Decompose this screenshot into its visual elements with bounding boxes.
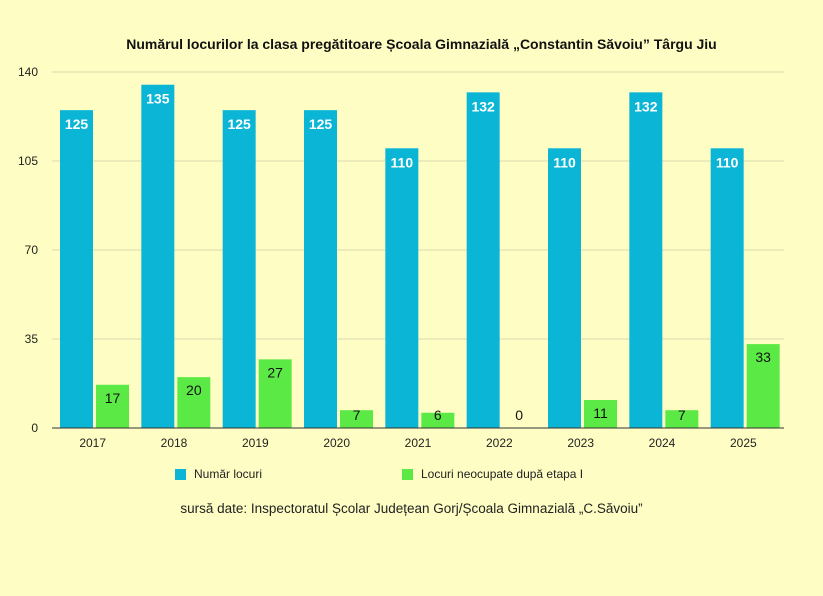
legend-item-series-1: Număr locuri [175, 467, 262, 481]
x-tick-label: 2023 [567, 436, 594, 450]
data-label: 17 [105, 390, 121, 406]
x-tick-label: 2019 [242, 436, 269, 450]
bar-series-1 [141, 84, 175, 428]
bar-series-2 [177, 377, 211, 428]
x-tick-label: 2020 [323, 436, 350, 450]
chart-title: Numărul locurilor la clasa pregătitoare … [126, 36, 717, 52]
x-tick-label: 2022 [486, 436, 513, 450]
data-label: 125 [227, 116, 251, 132]
bar-series-1 [629, 92, 663, 428]
bar-series-1 [710, 148, 744, 429]
data-label: 125 [65, 116, 89, 132]
data-label: 132 [471, 98, 495, 114]
y-tick-label: 0 [31, 421, 38, 435]
data-label: 33 [755, 349, 771, 365]
bar-series-2 [258, 359, 292, 428]
data-label: 7 [678, 407, 686, 423]
data-label: 110 [553, 154, 576, 170]
legend-item-series-2: Locuri neocupate după etapa I [402, 467, 583, 481]
data-label: 135 [146, 91, 170, 107]
bar-series-2 [746, 344, 780, 428]
data-label: 0 [515, 407, 523, 423]
data-label: 125 [309, 116, 333, 132]
bar-series-2 [665, 410, 699, 428]
legend-swatch-series-2 [402, 468, 413, 480]
bar-series-2 [421, 412, 455, 428]
data-label: 7 [353, 407, 361, 423]
data-label: 110 [716, 154, 739, 170]
bar-series-1 [548, 148, 581, 429]
legend-label-series-1: Număr locuri [194, 467, 263, 481]
legend-swatch-series-1 [175, 468, 186, 480]
y-tick-label: 35 [25, 332, 39, 346]
data-label: 6 [434, 407, 442, 423]
bar-series-1 [60, 110, 93, 429]
x-tick-label: 2024 [649, 436, 676, 450]
bar-series-1 [466, 92, 500, 428]
y-tick-label: 105 [18, 154, 38, 168]
data-label: 20 [186, 382, 202, 398]
bar-series-1 [222, 110, 256, 429]
data-label: 11 [593, 405, 608, 421]
x-tick-label: 2025 [730, 436, 757, 450]
data-label: 110 [391, 154, 414, 170]
data-label: 132 [634, 98, 658, 114]
source-note: sursă date: Inspectoratul Școlar Județea… [180, 501, 643, 516]
x-tick-label: 2017 [79, 436, 106, 450]
bar-series-1 [385, 148, 419, 429]
y-tick-label: 140 [18, 65, 38, 79]
x-tick-label: 2018 [161, 436, 188, 450]
x-tick-label: 2021 [405, 436, 432, 450]
bar-series-1 [304, 110, 337, 429]
y-tick-label: 70 [25, 243, 39, 257]
bar-series-2 [340, 410, 373, 428]
bar-series-2 [584, 400, 617, 428]
legend-label-series-2: Locuri neocupate după etapa I [421, 467, 584, 481]
bar-series-2 [96, 384, 129, 428]
data-label: 27 [267, 364, 283, 380]
